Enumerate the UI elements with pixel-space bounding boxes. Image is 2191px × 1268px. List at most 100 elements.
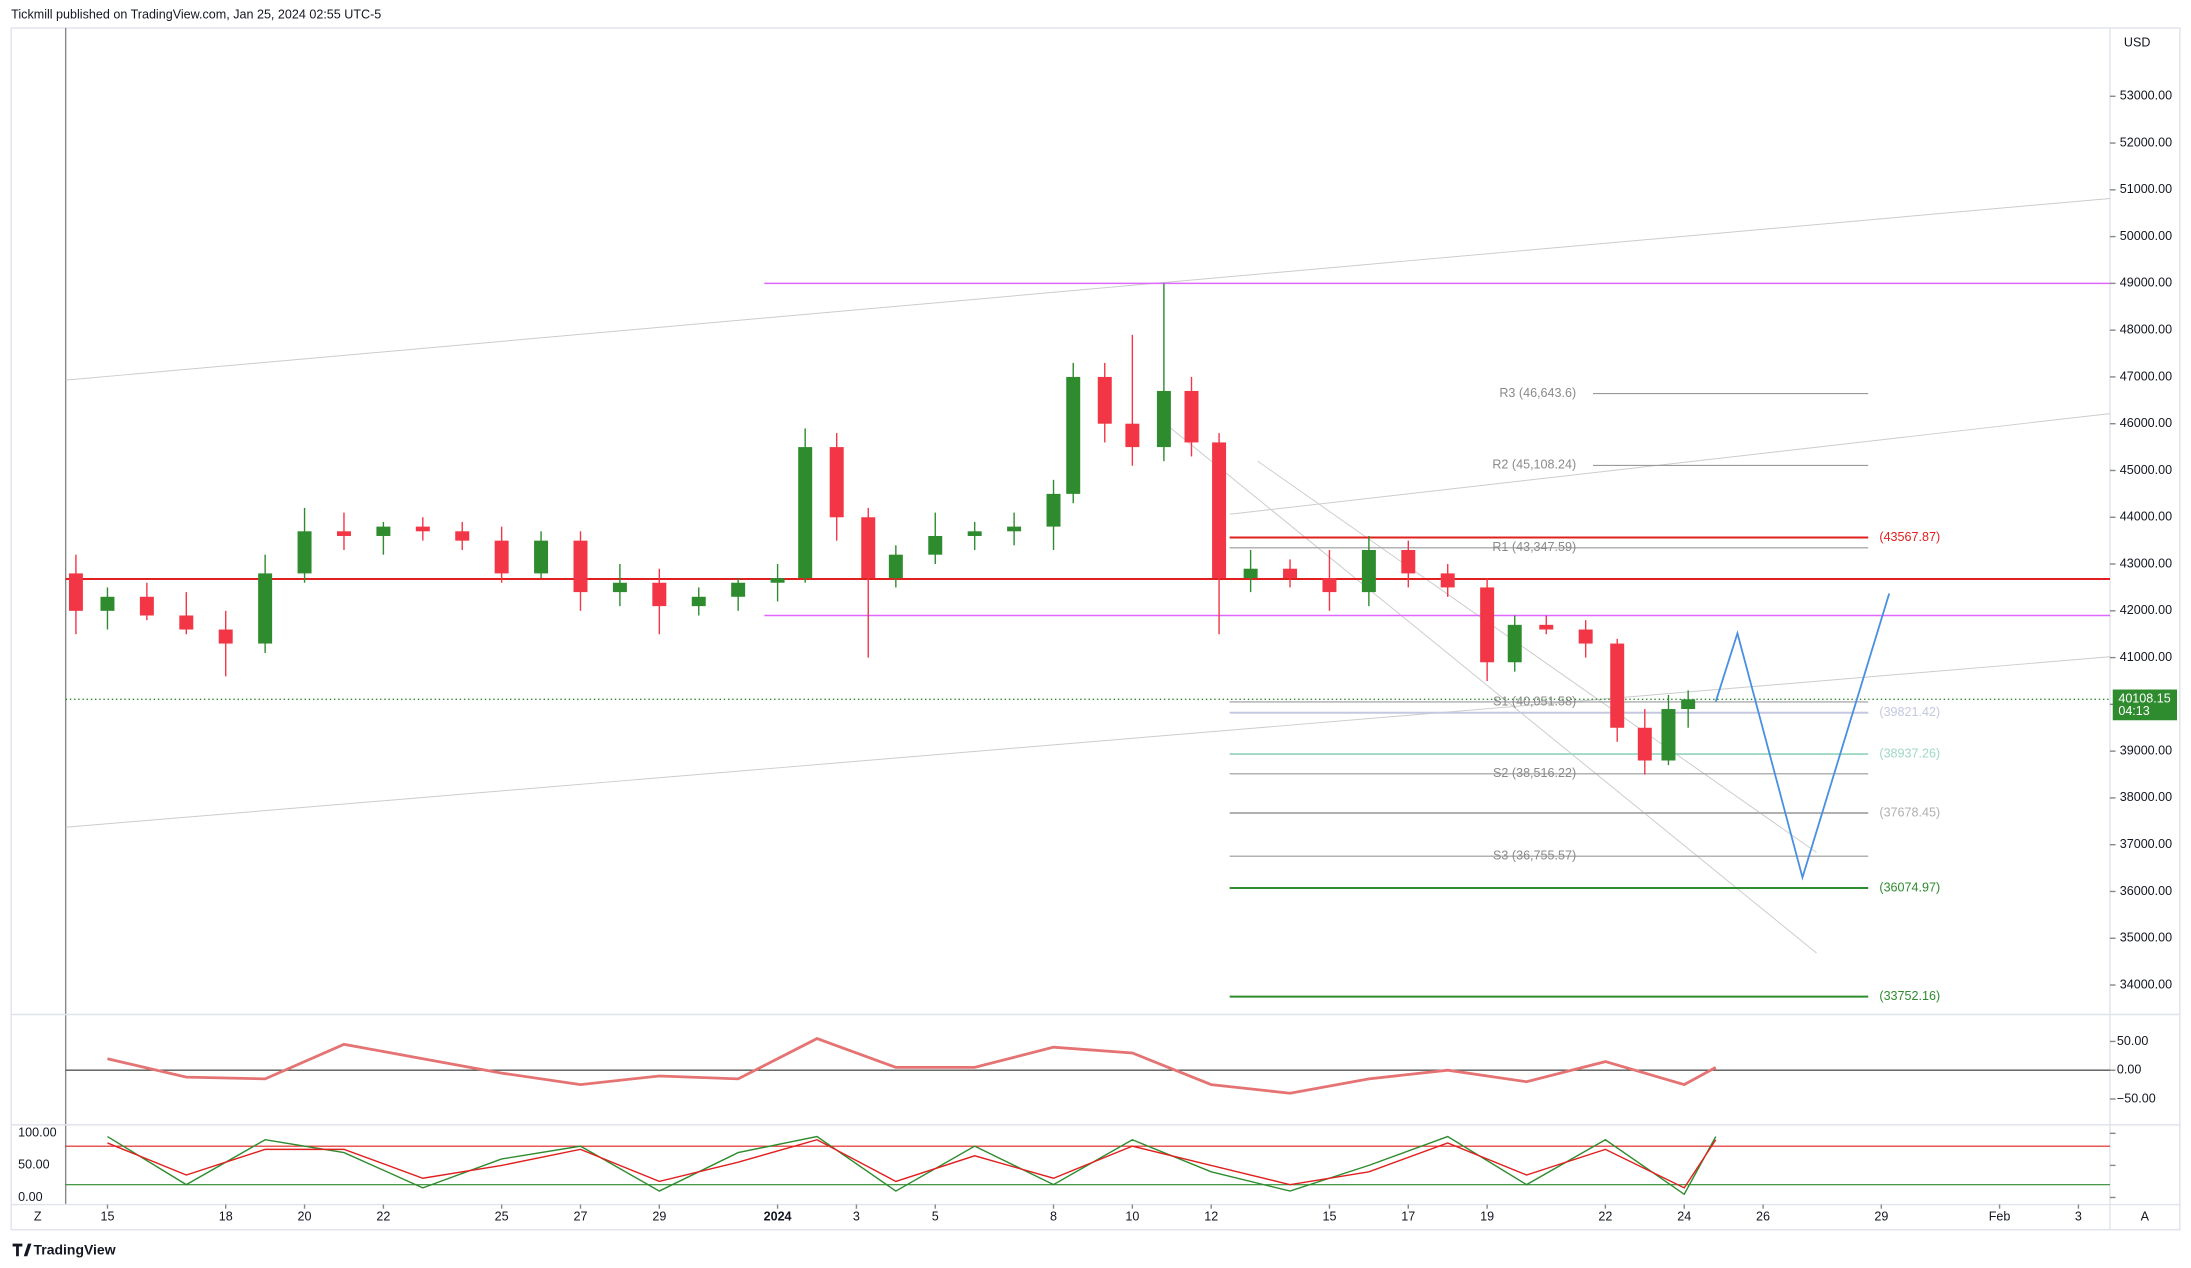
- pivot-label: R1 (43,347.59): [1492, 540, 1576, 554]
- target-label: (38937.26): [1879, 746, 1940, 760]
- y-tick-label: 36000.00: [2120, 884, 2172, 898]
- candle-body: [139, 596, 154, 616]
- x-tick-label: 20: [298, 1209, 312, 1223]
- target-label: (37678.45): [1879, 805, 1940, 819]
- y-tick-label: 42000.00: [2120, 603, 2172, 617]
- x-tick-label: 17: [1401, 1209, 1415, 1223]
- candle-body: [1097, 376, 1112, 424]
- auto-button[interactable]: A: [2141, 1209, 2150, 1223]
- pivot-label: R2 (45,108.24): [1492, 458, 1576, 472]
- x-tick-label: 19: [1480, 1209, 1494, 1223]
- candle-body: [1243, 568, 1258, 579]
- candle-body: [494, 540, 509, 574]
- y-tick-label: 45000.00: [2120, 463, 2172, 477]
- candle-body: [376, 526, 391, 536]
- trend-line: [1159, 418, 1817, 954]
- x-tick-label: 29: [652, 1209, 666, 1223]
- trend-line: [65, 197, 2110, 381]
- candle-body: [455, 531, 470, 541]
- candle-body: [652, 582, 667, 607]
- candle-body: [258, 573, 273, 644]
- candle-body: [1046, 493, 1061, 527]
- candle-body: [68, 573, 83, 611]
- y-tick-label: 43000.00: [2120, 556, 2172, 570]
- candle-body: [1125, 423, 1140, 448]
- y-tick-label: 39000.00: [2120, 743, 2172, 757]
- y-tick-label: 46000.00: [2120, 416, 2172, 430]
- candle-body: [967, 531, 982, 536]
- y-tick-label: 44000.00: [2120, 510, 2172, 524]
- countdown: 04:13: [2118, 704, 2149, 718]
- pivot-label: S3 (36,755.57): [1493, 848, 1576, 862]
- brand: TradingView: [34, 1241, 116, 1257]
- trend-line: [65, 656, 2110, 828]
- candle-body: [1007, 526, 1022, 532]
- candle-body: [1066, 376, 1081, 494]
- y-tick-label: 35000.00: [2120, 931, 2172, 945]
- candle-body: [1440, 573, 1455, 588]
- currency-label: USD: [2124, 36, 2151, 50]
- x-tick-label: Feb: [1989, 1209, 2011, 1223]
- candle-body: [336, 531, 351, 536]
- candle-body: [100, 596, 115, 611]
- candle-body: [1401, 550, 1416, 574]
- y-tick-label: 37000.00: [2120, 837, 2172, 851]
- y-tick-label: 52000.00: [2120, 135, 2172, 149]
- candle-body: [1212, 442, 1227, 579]
- pane-tick-label: 50.00: [18, 1158, 49, 1172]
- candle-body: [218, 629, 233, 644]
- y-tick-label: 38000.00: [2120, 790, 2172, 804]
- x-tick-label: 25: [495, 1209, 509, 1223]
- pane-tick-label: 100.00: [18, 1126, 56, 1140]
- x-tick-label: 5: [932, 1209, 939, 1223]
- candle-body: [1322, 578, 1337, 593]
- candle-body: [861, 517, 876, 579]
- candle-body: [534, 540, 549, 574]
- candle-body: [1637, 727, 1652, 761]
- x-tick-label: 3: [853, 1209, 860, 1223]
- candle-body: [770, 578, 785, 583]
- pivot-label: S2 (38,516.22): [1493, 766, 1576, 780]
- candle-body: [691, 596, 706, 607]
- x-tick-label: 29: [1874, 1209, 1888, 1223]
- candle-body: [1184, 390, 1199, 443]
- candle-body: [1156, 390, 1171, 448]
- candle-body: [1610, 643, 1625, 728]
- candle-body: [1661, 709, 1676, 761]
- stochastic-line: [107, 1138, 1717, 1189]
- y-tick-label: 49000.00: [2120, 276, 2172, 290]
- candle-body: [573, 540, 588, 593]
- last-price-box: [2112, 689, 2178, 721]
- candle-body: [297, 531, 312, 574]
- pane-tick-label: 0.00: [2117, 1063, 2141, 1077]
- projection-path: [1714, 593, 1891, 881]
- pivot-label: R3 (46,643.6): [1499, 386, 1576, 400]
- x-tick-label: 8: [1050, 1209, 1057, 1223]
- tv-logo: [12, 1243, 32, 1257]
- candle-body: [731, 582, 746, 597]
- y-tick-label: 47000.00: [2120, 369, 2172, 383]
- y-tick-label: 51000.00: [2120, 182, 2172, 196]
- candle-body: [612, 582, 627, 593]
- x-tick-label: 18: [219, 1209, 233, 1223]
- y-tick-label: 53000.00: [2120, 89, 2172, 103]
- x-tick-label: 10: [1125, 1209, 1139, 1223]
- x-tick-label: 26: [1756, 1209, 1770, 1223]
- x-tick-label: 3: [2075, 1209, 2082, 1223]
- y-tick-label: 41000.00: [2120, 650, 2172, 664]
- pane-tick-label: −50.00: [2117, 1091, 2156, 1105]
- target-label: (39821.42): [1879, 705, 1940, 719]
- target-label: (36074.97): [1879, 880, 1940, 894]
- candle-body: [888, 554, 903, 579]
- x-tick-label: 22: [1598, 1209, 1612, 1223]
- candle-body: [829, 447, 844, 518]
- x-tick-label: 22: [376, 1209, 390, 1223]
- x-tick-label: 15: [100, 1209, 114, 1223]
- candle-body: [1681, 699, 1696, 710]
- z-button[interactable]: Z: [34, 1209, 42, 1223]
- publisher-line: Tickmill published on TradingView.com, J…: [11, 8, 381, 22]
- trend-line: [1229, 413, 2111, 515]
